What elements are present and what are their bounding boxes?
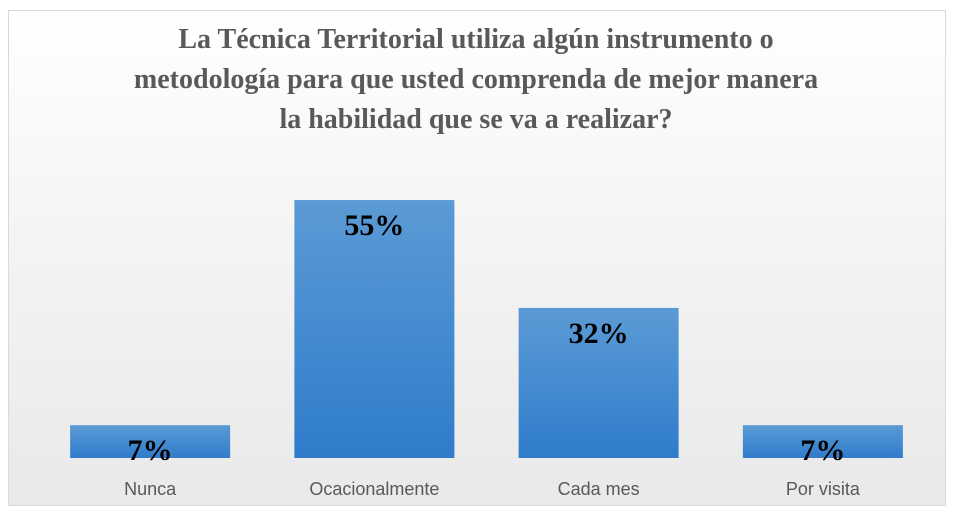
chart-area [8, 10, 946, 506]
x-tick-label: Cada mes [558, 479, 640, 499]
x-tick-label: Por visita [786, 479, 861, 499]
data-label: 32% [569, 317, 629, 350]
x-tick-label: Ocacionalmente [309, 479, 439, 499]
chart-title: La Técnica Territorial utiliza algún ins… [133, 24, 819, 135]
data-label: 55% [344, 209, 404, 242]
data-label: 7% [800, 434, 845, 467]
x-tick-label: Nunca [124, 479, 177, 499]
bar [742, 425, 903, 458]
bar [70, 425, 231, 458]
bar [518, 307, 679, 458]
data-label: 7% [128, 434, 173, 467]
bar [294, 200, 455, 459]
